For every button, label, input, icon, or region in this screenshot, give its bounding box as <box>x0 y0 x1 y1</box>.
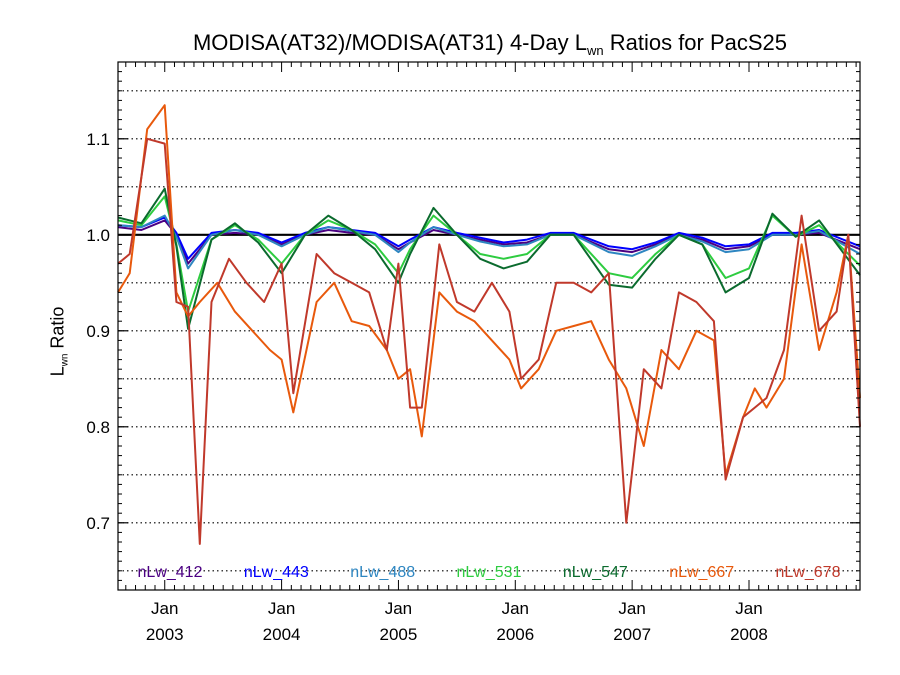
legend: nLw_412 nLw_443 nLw_488 nLw_531 nLw_547 nLw_6… <box>138 564 841 581</box>
y-tick-label: 1.1 <box>86 130 110 149</box>
y-tick-label: 0.9 <box>86 322 110 341</box>
series-lines <box>117 104 861 545</box>
axes: 0.7 0.8 0.9 1.0 1.1 Jan 2003 Jan 2004 Jan 2005 Jan 2… <box>86 61 861 644</box>
chart-title: MODISA(AT32)/MODISA(AT31) 4-Day Lwn Rati… <box>192 30 788 58</box>
series-line-nLw_667 <box>117 104 861 476</box>
y-tick-label: 1.0 <box>86 226 110 245</box>
grid-lines <box>118 90 860 572</box>
x-tick-label-month: Jan <box>385 599 412 618</box>
legend-entry-nLw_531: nLw_531 <box>457 564 522 581</box>
legend-entry-nLw_678: nLw_678 <box>776 564 841 581</box>
legend-entry-nLw_667: nLw_667 <box>669 564 734 581</box>
series-line-nLw_531 <box>117 195 861 313</box>
x-tick-label-month: Jan <box>151 599 178 618</box>
y-tick-label: 0.7 <box>86 514 110 533</box>
legend-entry-nLw_547: nLw_547 <box>563 564 628 581</box>
x-tick-label-year: 2006 <box>496 625 534 644</box>
x-tick-label-year: 2008 <box>730 625 768 644</box>
legend-entry-nLw_488: nLw_488 <box>350 564 415 581</box>
x-tick-label-month: Jan <box>735 599 762 618</box>
legend-entry-nLw_412: nLw_412 <box>138 564 203 581</box>
plot-frame <box>117 61 861 591</box>
legend-entry-nLw_443: nLw_443 <box>244 564 309 581</box>
x-tick-label-year: 2005 <box>380 625 418 644</box>
x-tick-label-year: 2004 <box>263 625 301 644</box>
y-tick-label: 0.8 <box>86 418 110 437</box>
x-tick-label-year: 2003 <box>146 625 184 644</box>
x-tick-label-month: Jan <box>502 599 529 618</box>
series-line-nLw_547 <box>117 187 861 330</box>
x-tick-label-month: Jan <box>268 599 295 618</box>
series-line-nLw_443 <box>117 216 861 260</box>
x-tick-label-month: Jan <box>618 599 645 618</box>
series-line-nLw_678 <box>117 137 861 545</box>
x-tick-label-year: 2007 <box>613 625 651 644</box>
